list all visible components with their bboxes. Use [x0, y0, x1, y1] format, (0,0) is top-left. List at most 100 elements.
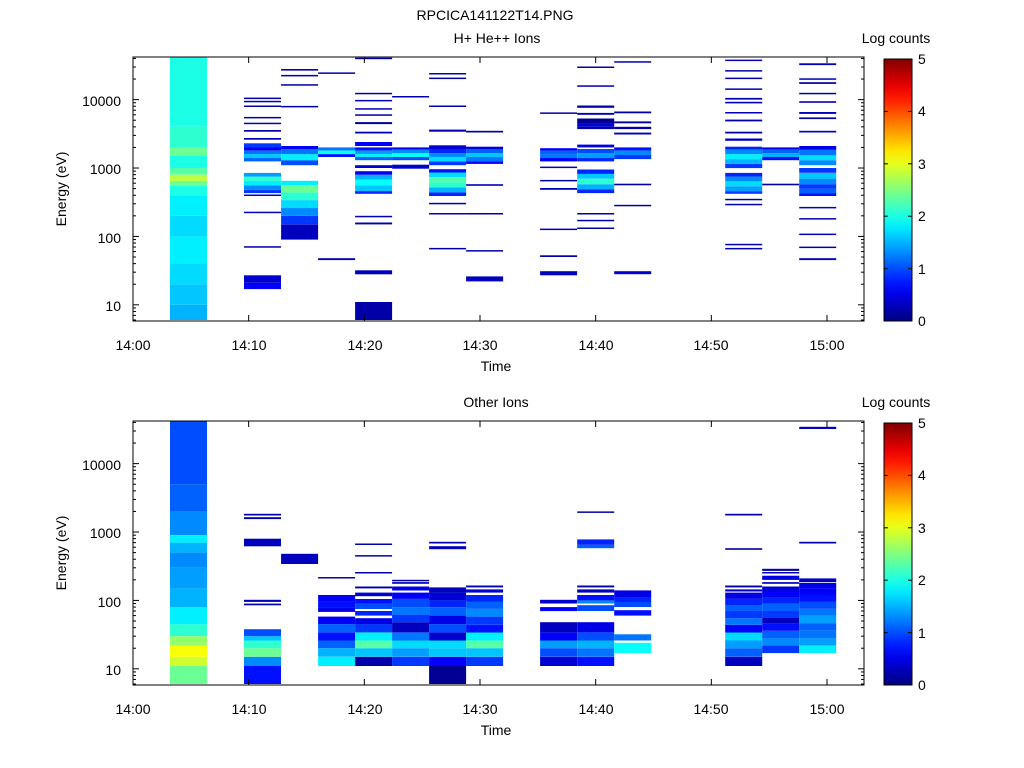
spectrogram-cell — [355, 543, 393, 545]
spectrogram-cell — [725, 186, 763, 192]
spectrogram-cell — [725, 119, 763, 122]
x-tick-label: 14:20 — [347, 701, 382, 717]
spectrogram-cell — [577, 184, 615, 190]
spectrogram-cell — [466, 609, 504, 617]
x-tick-label: 14:50 — [693, 337, 728, 353]
colorbar-gradient — [883, 422, 913, 686]
spectrogram-cell — [170, 567, 207, 589]
spectrogram-cell — [281, 208, 319, 216]
spectrogram-cell — [244, 656, 281, 666]
spectrogram-cell — [725, 97, 763, 100]
spectrogram-cell — [799, 78, 837, 80]
y-axis-label: Energy (eV) — [53, 516, 69, 591]
spectrogram-cell — [799, 578, 837, 583]
x-tick-label: 14:40 — [578, 701, 613, 717]
spectrogram-cell — [799, 184, 837, 189]
x-tick-label: 15:00 — [809, 701, 844, 717]
spectrogram-cell — [762, 153, 800, 157]
spectrogram-cell — [725, 611, 763, 619]
spectrogram-cell — [429, 648, 467, 657]
spectrogram-cell — [540, 599, 578, 604]
x-tick-label: 14:30 — [462, 337, 497, 353]
spectrogram-cell — [725, 243, 763, 246]
spectrogram-cell — [762, 630, 800, 639]
spectrogram-cell — [725, 624, 763, 633]
spectrogram-cell — [170, 607, 207, 625]
spectrogram-cell — [244, 640, 281, 649]
spectrogram-cell — [725, 101, 763, 104]
spectrogram-cell — [577, 605, 615, 611]
spectrogram-cell — [725, 154, 763, 160]
spectrogram-cell — [170, 236, 207, 264]
spectrogram-cell — [244, 150, 281, 155]
spectrogram-cell — [540, 271, 578, 276]
spectrogram-cell — [429, 182, 467, 188]
spectrogram-cell — [429, 172, 467, 177]
spectrogram-cell — [392, 599, 430, 608]
colorbar-tick-label: 1 — [918, 625, 926, 641]
spectrogram-cell — [244, 282, 281, 290]
spectrogram-cell — [762, 645, 800, 654]
y-tick-label: 100 — [98, 594, 122, 610]
spectrogram-cell — [725, 599, 763, 606]
spectrogram-cell — [466, 589, 504, 593]
spectrogram-cell — [318, 72, 356, 74]
y-tick-label: 1000 — [90, 161, 121, 177]
colorbar-label: Log counts — [862, 30, 931, 46]
spectrogram-cell — [466, 632, 504, 641]
spectrogram-cell — [170, 215, 207, 237]
spectrogram-cell — [355, 648, 393, 657]
spectrogram-cell — [392, 153, 430, 157]
spectrogram-cell — [577, 511, 615, 513]
spectrogram-cell — [725, 247, 763, 250]
spectrogram-cell — [799, 258, 837, 261]
spectrogram-cell — [725, 589, 763, 592]
spectrogram-cell — [614, 204, 652, 207]
spectrogram-cell — [762, 590, 800, 598]
colorbar-tick-label: 0 — [918, 677, 926, 693]
spectrogram-cell — [762, 603, 800, 612]
spectrogram-cell — [540, 622, 578, 633]
spectrogram-cell — [725, 618, 763, 625]
y-tick-label: 10000 — [82, 93, 121, 109]
axis-ticks — [132, 421, 864, 685]
spectrogram-cell — [540, 179, 578, 182]
spectrogram-cell — [466, 250, 504, 252]
spectrogram-cell — [614, 121, 652, 124]
colorbar-gradient — [883, 58, 913, 322]
spectrogram-cell — [244, 599, 281, 602]
spectrogram-cell — [725, 585, 763, 588]
spectrogram-cell — [577, 178, 615, 185]
x-tick-label: 14:50 — [693, 701, 728, 717]
spectrogram-cell — [762, 147, 800, 150]
spectrogram-cell — [318, 624, 356, 633]
spectrogram-cell — [725, 176, 763, 182]
spectrogram-cell — [614, 132, 652, 135]
spectrogram-cell — [244, 158, 281, 162]
spectrogram-cell — [614, 590, 652, 598]
spectrogram-cell — [244, 666, 281, 684]
colorbar-tick-label: 2 — [918, 208, 926, 224]
spectrogram-cell — [392, 614, 430, 623]
colorbar-label: Log counts — [862, 394, 931, 410]
spectrogram-cell — [170, 636, 207, 646]
spectrogram-cell — [355, 222, 393, 225]
spectrogram-cell — [355, 57, 393, 60]
spectrogram-cell — [577, 169, 615, 174]
spectrogram-cell — [799, 193, 837, 196]
spectrogram-cell — [725, 648, 763, 657]
spectrogram-cell — [725, 112, 763, 114]
spectrogram-cell — [429, 247, 467, 250]
spectrogram-cell — [799, 609, 837, 616]
spectrogram-cell — [799, 218, 837, 220]
spectrogram-cell — [429, 656, 467, 666]
spectrogram-cell — [577, 126, 615, 130]
colorbar-tick-label: 3 — [918, 156, 926, 172]
spectrogram-cell — [799, 588, 837, 595]
spectrogram-cell — [540, 158, 578, 162]
spectrogram-cell — [355, 122, 393, 125]
spectrogram-cell — [355, 191, 393, 194]
spectrogram-cell — [170, 195, 207, 216]
spectrogram-cell — [540, 150, 578, 155]
spectrogram-cells — [170, 57, 837, 320]
